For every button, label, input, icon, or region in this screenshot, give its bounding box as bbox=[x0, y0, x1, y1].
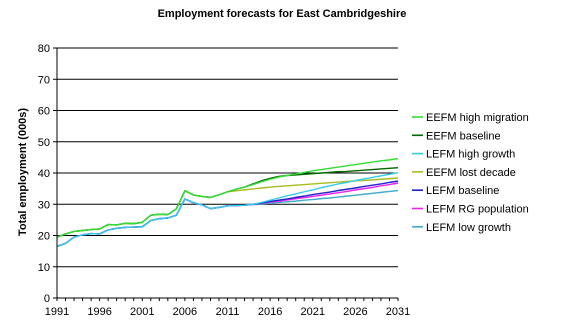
x-tick-label: 2021 bbox=[301, 306, 325, 318]
gridlines bbox=[57, 47, 398, 268]
x-tick-label: 1996 bbox=[87, 306, 111, 318]
legend-label: EEFM lost decade bbox=[426, 167, 516, 179]
series-line-eefm-lost-decade bbox=[56, 177, 399, 238]
series-line-eefm-baseline bbox=[56, 166, 399, 238]
y-tick-label: 80 bbox=[38, 43, 50, 55]
legend-label: LEFM baseline bbox=[426, 185, 499, 197]
x-tick-label: 2031 bbox=[386, 306, 410, 318]
y-axis-label: Total employment (000s) bbox=[17, 108, 29, 236]
series-line-lefm-low-growth bbox=[56, 189, 399, 248]
axes: 0 10 20 30 40 50 60 70 80 1991 1996 2001 2006 2011 201… bbox=[38, 43, 410, 318]
series-line-lefm-high-growth bbox=[56, 172, 399, 248]
series-line-eefm-high-migration bbox=[56, 157, 399, 238]
x-tick-label: 2006 bbox=[173, 306, 197, 318]
y-tick-label: 70 bbox=[38, 74, 50, 86]
y-tick-label: 30 bbox=[38, 199, 50, 211]
y-tick-label: 10 bbox=[38, 262, 50, 274]
legend-label: LEFM low growth bbox=[426, 222, 511, 234]
y-tick-label: 60 bbox=[38, 106, 50, 118]
x-tick-label: 2001 bbox=[130, 306, 154, 318]
series-line-lefm-rg-population bbox=[56, 182, 399, 248]
y-tick-label: 50 bbox=[38, 137, 50, 149]
x-tick-label: 2016 bbox=[258, 306, 282, 318]
x-tick-label: 2026 bbox=[343, 306, 367, 318]
y-tick-label: 20 bbox=[38, 231, 50, 243]
legend-label: EEFM baseline bbox=[426, 130, 501, 142]
legend-label: LEFM RG population bbox=[426, 204, 529, 216]
x-tick-label: 2011 bbox=[216, 306, 240, 318]
chart-title: Employment forecasts for East Cambridges… bbox=[158, 8, 407, 20]
series-lines bbox=[56, 157, 399, 248]
legend-label: EEFM high migration bbox=[426, 112, 529, 124]
legend: EEFM high migration EEFM baseline LEFM hig… bbox=[412, 112, 529, 234]
legend-label: LEFM high growth bbox=[426, 149, 515, 161]
x-tick-label: 1991 bbox=[45, 306, 69, 318]
y-tick-label: 40 bbox=[38, 168, 50, 180]
y-tick-label: 0 bbox=[44, 293, 50, 305]
